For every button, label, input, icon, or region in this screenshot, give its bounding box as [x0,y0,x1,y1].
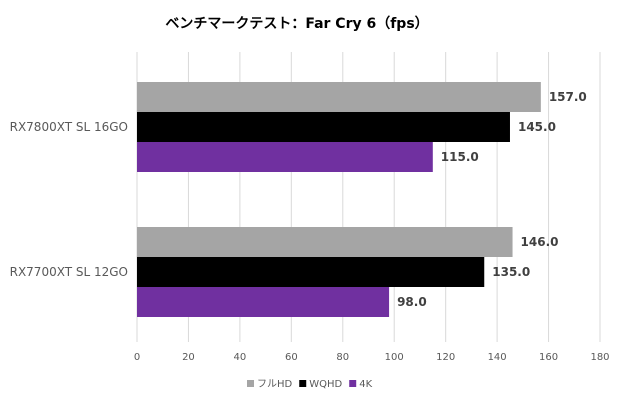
category-label: RX7700XT SL 12GO [10,265,128,279]
data-label: 157.0 [549,90,587,104]
legend-swatch [247,380,254,387]
legend-swatch [299,380,307,387]
x-tick-label: 60 [285,352,298,363]
x-tick-label: 120 [436,352,455,363]
x-tick-label: 0 [134,352,140,363]
data-label: 146.0 [521,235,559,249]
chart-title: ベンチマークテスト：Far Cry 6（fps） [165,16,428,32]
x-tick-label: 160 [539,352,558,363]
x-tick-label: 180 [590,352,609,363]
legend-label: WQHD [309,379,342,390]
data-label: 98.0 [397,295,427,309]
x-tick-label: 140 [488,352,507,363]
legend-label: フルHD [257,379,293,390]
bar [137,112,510,142]
bar [137,257,485,287]
data-label: 115.0 [441,150,479,164]
data-label: 135.0 [492,265,530,279]
category-label: RX7800XT SL 16GO [10,120,128,134]
x-tick-label: 40 [234,352,247,363]
bar [137,82,541,112]
data-label: 145.0 [518,120,556,134]
x-tick-label: 80 [336,352,349,363]
legend-swatch [349,380,357,387]
legend-label: 4K [359,379,372,390]
x-tick-label: 20 [182,352,195,363]
bar [137,227,513,257]
x-tick-label: 100 [385,352,404,363]
bar [137,142,433,172]
bar [137,287,390,317]
